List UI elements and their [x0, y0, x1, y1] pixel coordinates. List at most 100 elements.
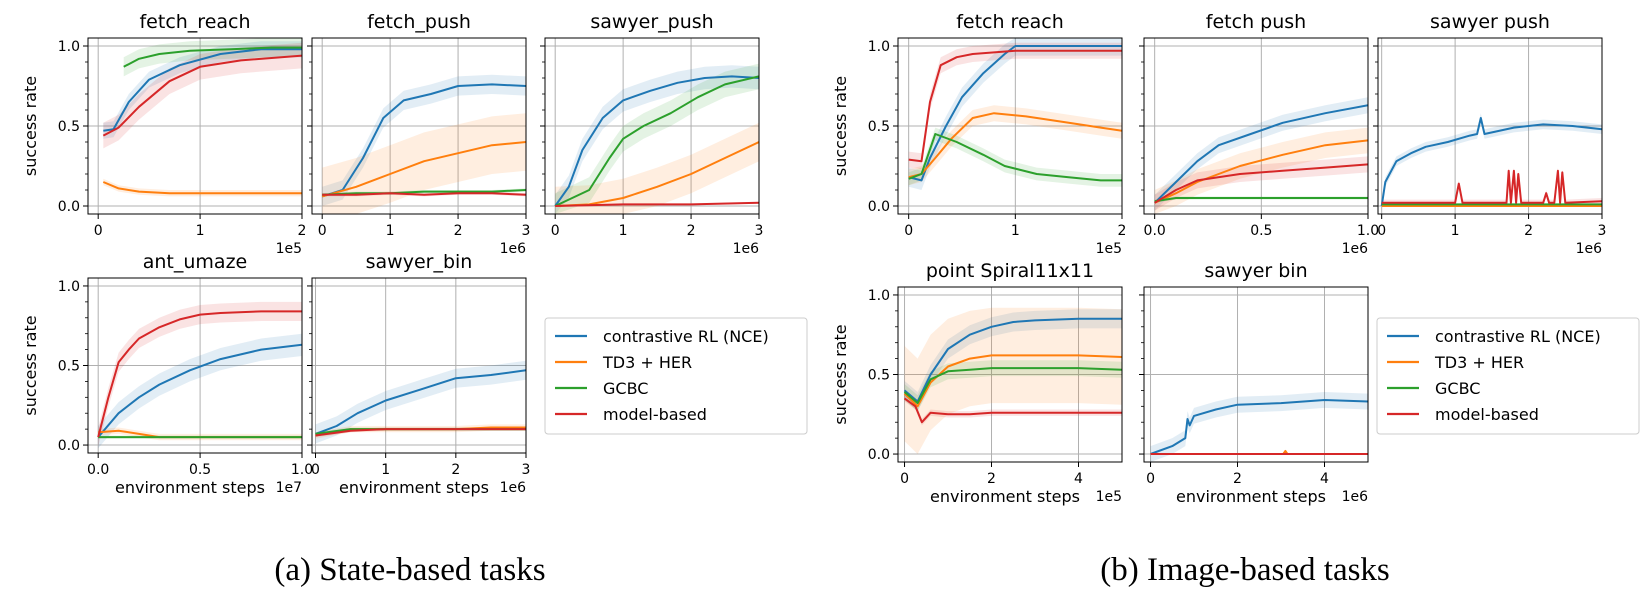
- plot-area: [1154, 97, 1368, 214]
- plot-area: [97, 301, 302, 449]
- band-contrastive-rl-nce-: [98, 333, 302, 449]
- series-line-model-based: [102, 54, 302, 137]
- band-td3-her: [908, 105, 1122, 186]
- x-tick-label: 2: [298, 223, 307, 239]
- x-tick-label: 1.0: [291, 462, 313, 478]
- x-offset-label: 1e6: [1342, 241, 1369, 257]
- x-axis-label: environment steps: [115, 478, 265, 497]
- series-line-model-based: [555, 201, 759, 207]
- legend-label: TD3 + HER: [1434, 353, 1524, 372]
- band-td3-her: [322, 113, 526, 214]
- series-line-td3-her: [321, 141, 526, 198]
- x-tick-label: 3: [1598, 223, 1607, 239]
- subplot-title: sawyer_push: [590, 11, 713, 33]
- x-tick-label: 2: [454, 223, 463, 239]
- x-offset-label: 1e5: [276, 241, 302, 257]
- x-offset-label: 1e6: [500, 241, 527, 257]
- x-axis-label: environment steps: [930, 487, 1080, 506]
- band-td3-her: [904, 307, 1122, 454]
- series-line-contrastive-rl-nce-: [321, 83, 526, 198]
- y-tick-label: 0.5: [868, 368, 890, 384]
- x-tick-label: 0: [318, 223, 327, 239]
- subplot-4: 0 1 2 3 sawyer_bin 1e6 environment steps: [307, 251, 530, 497]
- y-tick-label: 0.0: [868, 199, 890, 215]
- subplot-8: 0 2 4 0.0 0.5 1.0 point Spiral11x11 1e5 success …: [831, 260, 1123, 506]
- legend-label: contrastive RL (NCE): [1435, 327, 1601, 346]
- y-tick-label: 0.5: [58, 119, 80, 135]
- x-offset-label: 1e5: [1096, 241, 1122, 257]
- subplot-title: sawyer_bin: [366, 251, 473, 273]
- series-line-model-based: [315, 428, 526, 437]
- band-contrastive-rl-nce-: [904, 309, 1122, 412]
- subplot-title: fetch_push: [367, 11, 471, 33]
- band-td3-her: [1154, 127, 1368, 214]
- x-offset-label: 1e7: [276, 480, 302, 496]
- legend-state-based: contrastive RL (NCE) TD3 + HER GCBC model-b…: [544, 317, 808, 435]
- y-tick-label: 1.0: [868, 39, 890, 55]
- subplot-title: sawyer push: [1430, 11, 1550, 33]
- y-tick-label: 1.0: [58, 39, 80, 55]
- x-tick-label: 3: [522, 223, 531, 239]
- legend-label: TD3 + HER: [602, 353, 692, 372]
- band-model-based: [1154, 156, 1368, 211]
- series-line-gcbc: [1154, 197, 1368, 203]
- y-tick-label: 1.0: [58, 279, 80, 295]
- series-line-contrastive-rl-nce-: [1154, 104, 1368, 204]
- band-contrastive-rl-nce-: [1150, 392, 1368, 462]
- plot-area: [1150, 392, 1368, 462]
- x-tick-label: 1: [619, 223, 628, 239]
- band-model-based: [904, 395, 1122, 426]
- subplot-title: fetch_reach: [139, 11, 250, 33]
- y-tick-label: 0.0: [868, 447, 890, 463]
- band-gcbc: [908, 127, 1122, 187]
- series-line-contrastive-rl-nce-: [554, 75, 759, 207]
- x-tick-label: 0.5: [1250, 223, 1272, 239]
- x-tick-label: 2: [1524, 223, 1533, 239]
- x-axis-label: environment steps: [339, 478, 489, 497]
- x-tick-label: 4: [1074, 471, 1083, 487]
- x-tick-label: 1: [386, 223, 395, 239]
- band-contrastive-rl-nce-: [315, 360, 526, 444]
- series-line-td3-her: [102, 181, 302, 195]
- band-contrastive-rl-nce-: [908, 38, 1122, 190]
- y-axis-label: success rate: [21, 315, 40, 415]
- y-axis-label: success rate: [21, 76, 40, 176]
- plot-area: [315, 360, 526, 444]
- x-offset-label: 1e5: [1096, 489, 1122, 505]
- x-tick-label: 0: [94, 223, 103, 239]
- band-contrastive-rl-nce-: [103, 41, 302, 139]
- x-tick-label: 0.0: [87, 462, 109, 478]
- legend-box: [1376, 317, 1640, 435]
- band-model-based: [908, 42, 1122, 170]
- band-model-based: [103, 42, 302, 149]
- x-tick-label: 0: [1377, 223, 1386, 239]
- series-line-model-based: [908, 49, 1122, 163]
- series-line-td3-her: [1154, 139, 1368, 204]
- y-tick-label: 0.5: [868, 119, 890, 135]
- x-tick-label: 1.0: [1357, 223, 1379, 239]
- x-tick-label: 3: [522, 462, 531, 478]
- x-offset-label: 1e6: [733, 241, 760, 257]
- y-axis-label: success rate: [831, 76, 850, 176]
- subplot-title: sawyer bin: [1204, 260, 1307, 282]
- legend-label: contrastive RL (NCE): [603, 327, 769, 346]
- series-line-contrastive-rl-nce-: [315, 369, 526, 435]
- series-line-gcbc: [322, 189, 526, 196]
- legend-label: GCBC: [603, 379, 648, 398]
- series-line-model-based: [97, 310, 302, 438]
- caption-state-based: (a) State-based tasks: [274, 552, 546, 588]
- y-tick-label: 0.5: [58, 359, 80, 375]
- x-offset-label: 1e6: [1576, 241, 1603, 257]
- series-line-gcbc: [908, 133, 1122, 182]
- band-model-based: [98, 301, 302, 447]
- series-line-gcbc: [903, 367, 1122, 405]
- series-line-contrastive-rl-nce-: [97, 343, 302, 438]
- y-tick-label: 0.0: [58, 438, 80, 454]
- x-tick-label: 4: [1320, 471, 1329, 487]
- series-line-model-based: [322, 192, 526, 196]
- series-line-gcbc: [123, 46, 302, 68]
- subplot-2: 0 1 2 3 sawyer_push 1e6: [540, 11, 763, 257]
- subplot-3: 0.0 0.5 1.0 0.0 0.5 1.0 ant_umaze 1e7 success ra…: [21, 251, 313, 497]
- subplot-title: point Spiral11x11: [926, 260, 1094, 282]
